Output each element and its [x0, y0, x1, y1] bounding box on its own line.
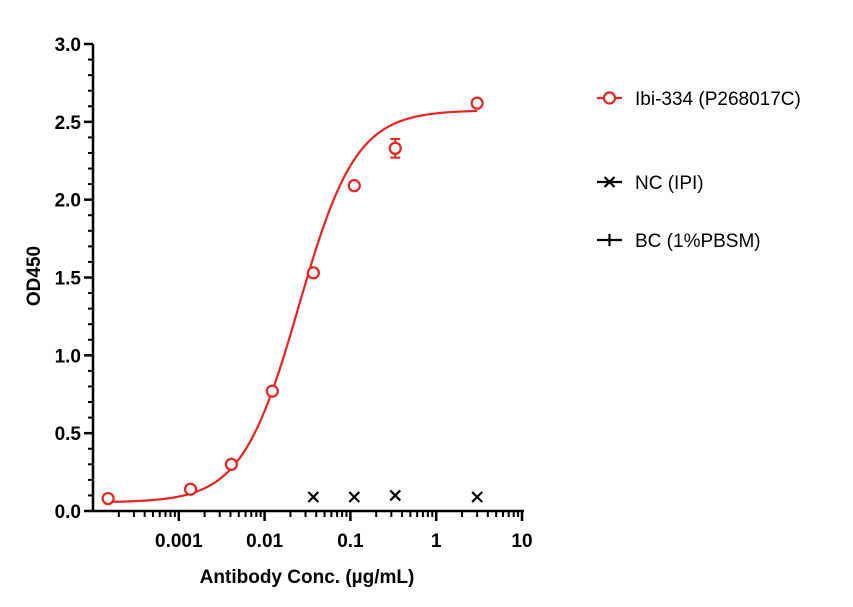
legend-marker — [603, 176, 616, 188]
legend-entry: NC (IPI) — [597, 173, 704, 194]
data-point — [306, 266, 320, 280]
y-tick-label: 3.0 — [55, 35, 81, 56]
data-point — [101, 491, 115, 506]
data-markers — [101, 96, 484, 506]
y-tick-label: 0.5 — [55, 424, 82, 445]
legend-entry: BC (1%PBSM) — [597, 231, 761, 252]
y-tick-label: 0.0 — [55, 502, 81, 523]
legend-marker — [602, 91, 617, 105]
axes: 0.0 0.5 1.0 1.5 2.0 2.5 3.0 0.001 0.01 0.1 1 10 — [55, 35, 533, 552]
y-tick-label: 1.0 — [55, 346, 81, 367]
data-point — [471, 491, 483, 503]
data-point — [183, 482, 198, 496]
data-point — [307, 491, 320, 503]
x-tick-label: 1 — [431, 531, 442, 552]
x-tick-label: 10 — [511, 531, 532, 552]
y-tick-label: 1.5 — [55, 269, 82, 290]
legend-label: Ibi-334 (P268017C) — [635, 89, 801, 110]
legend-label: NC (IPI) — [635, 173, 704, 194]
data-point — [348, 491, 361, 503]
x-tick-label: 0.1 — [337, 531, 364, 552]
legend: Ibi-334 (P268017C) NC (IPI) BC (1%PBSM) — [597, 89, 801, 252]
data-point — [265, 384, 279, 398]
data-point — [389, 489, 402, 502]
y-axis-title: OD450 — [24, 246, 45, 306]
x-axis-title: Antibody Conc. (µg/mL) — [200, 567, 415, 588]
data-point — [470, 96, 484, 110]
x-tick-label: 0.01 — [246, 531, 283, 552]
data-point — [388, 141, 402, 155]
x-tick-label: 0.001 — [155, 531, 203, 552]
y-tick-label: 2.0 — [55, 191, 81, 212]
legend-entry: Ibi-334 (P268017C) — [597, 89, 801, 110]
legend-label: BC (1%PBSM) — [635, 231, 761, 252]
data-point — [347, 179, 361, 193]
y-tick-label: 2.5 — [55, 113, 82, 134]
data-point — [224, 457, 238, 471]
fit-curves — [108, 109, 478, 504]
fit-curve — [108, 109, 478, 504]
